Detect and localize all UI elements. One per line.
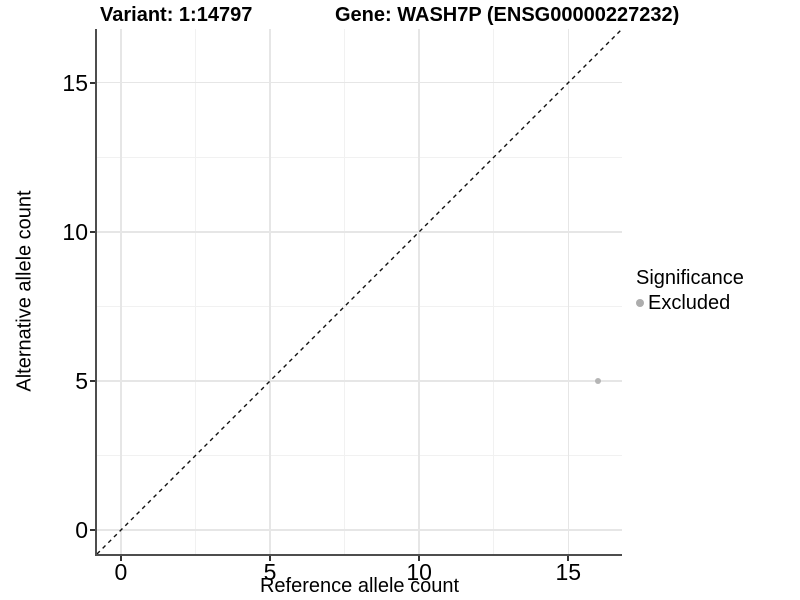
plot-title-gene: Gene: WASH7P (ENSG00000227232) xyxy=(335,4,680,26)
plot-title-variant: Variant: 1:14797 xyxy=(100,4,253,26)
y-tick-label: 10 xyxy=(62,218,88,245)
gridline-y-minor xyxy=(97,455,622,457)
plot-panel xyxy=(96,28,623,555)
y-tick-mark xyxy=(90,230,95,233)
y-tick-label: 0 xyxy=(75,517,88,544)
gridline-x-major xyxy=(120,29,122,554)
y-axis-line xyxy=(95,29,97,556)
x-tick-mark xyxy=(119,556,122,561)
gridline-x-major xyxy=(269,29,271,554)
y-tick-mark xyxy=(90,379,95,382)
y-tick-mark xyxy=(90,81,95,84)
x-tick-label: 0 xyxy=(114,559,128,585)
gridline-y-major xyxy=(97,81,622,84)
identity-dashed-line xyxy=(96,28,623,555)
gridline-y-major xyxy=(97,231,622,233)
y-tick-label: 5 xyxy=(75,367,88,394)
x-tick-mark xyxy=(567,556,570,561)
x-axis-line xyxy=(95,554,622,556)
legend-point-icon xyxy=(636,299,644,307)
legend-entry-label: Excluded xyxy=(648,292,731,314)
x-tick-label: 5 xyxy=(263,559,277,585)
gridline-y-major xyxy=(97,380,622,382)
gridline-y-minor xyxy=(97,156,622,158)
gridline-y-minor xyxy=(97,305,622,307)
legend-title: Significance xyxy=(636,267,744,289)
y-tick-mark xyxy=(90,529,95,532)
y-tick-label: 15 xyxy=(62,69,88,96)
data-point xyxy=(595,377,602,384)
gridline-x-minor xyxy=(194,29,196,554)
x-tick-label: 10 xyxy=(406,559,432,585)
legend-entry-excluded: Excluded xyxy=(636,291,744,315)
x-axis-title: Reference allele count xyxy=(259,575,459,597)
x-tick-label: 15 xyxy=(555,559,582,585)
gridline-x-major xyxy=(418,29,420,554)
x-tick-mark xyxy=(269,556,271,561)
x-tick-mark xyxy=(418,556,421,561)
gridline-x-major xyxy=(567,29,570,554)
gridline-y-major xyxy=(97,529,622,531)
gridline-x-minor xyxy=(493,29,495,554)
legend: Significance Excluded xyxy=(636,266,744,315)
gridline-x-minor xyxy=(344,29,346,554)
